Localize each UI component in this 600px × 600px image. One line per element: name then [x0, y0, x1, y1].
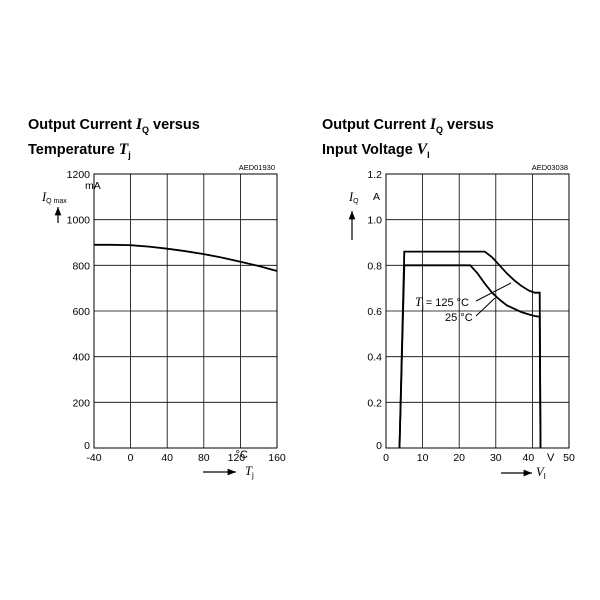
chart1-code: AED01930: [239, 163, 275, 172]
chart2-title-line2: Input Voltage VI: [322, 140, 430, 160]
chart1-x-tick-labels: -40 0 40 80 120 160: [86, 452, 286, 464]
chart2-grid: [386, 174, 569, 448]
chart1-x-tick-label: 80: [198, 452, 210, 464]
chart2-leader-125c: [475, 282, 512, 302]
chart2-y-tick-label: 1.2: [367, 169, 382, 181]
chart1-ylabel: IQ max: [41, 190, 67, 205]
chart2-x-tick-label: 50: [563, 452, 575, 464]
chart2-y-tick-label: 1.0: [367, 215, 382, 227]
chart2-y-tick-label: 0: [376, 440, 382, 452]
chart1-ylabel-unit: mA: [85, 180, 101, 192]
chart1-x-tick-label: 160: [268, 452, 286, 464]
chart2-title: Output Current IQ versus Input Voltage V…: [322, 115, 494, 165]
chart2-ylabel: IQ: [348, 190, 359, 205]
chart1-x-tick-label: -40: [86, 452, 101, 464]
chart1-frame: [93, 173, 278, 449]
chart2-series-25c-line: [398, 264, 542, 449]
chart2-x-tick-label: 10: [417, 452, 429, 464]
chart2: 0 10 20 30 40 50 0 0.2 0.4 0.6 0.8 1.0 1.2 AED03038…: [348, 163, 575, 481]
chart1-title-line1: Output Current IQ versus: [28, 116, 200, 135]
chart2-y-tick-label: 0.6: [367, 306, 382, 318]
chart2-y-tick-label: 0.4: [367, 352, 382, 364]
chart1-x-unit: °C: [236, 449, 248, 461]
chart2-code: AED03038: [532, 163, 568, 172]
chart2-y-tick-labels: 0 0.2 0.4 0.6 0.8 1.0 1.2: [367, 169, 382, 452]
chart2-x-tick-label: 20: [453, 452, 465, 464]
chart2-xlabel: VI: [536, 465, 546, 481]
chart2-y-tick-label: 0.2: [367, 397, 382, 409]
chart1-x-tick-label: 120: [228, 452, 246, 464]
chart2-frame: [385, 173, 570, 449]
chart2-x-tick-labels: 0 10 20 30 40 50: [383, 452, 575, 464]
chart2-series-label-25c: 25 °C: [445, 312, 473, 324]
chart1-x-tick-label: 40: [161, 452, 173, 464]
chart2-series-125c-line: [398, 250, 542, 449]
chart1-y-tick-label: 600: [72, 306, 90, 318]
chart1-y-tick-label: 0: [84, 440, 90, 452]
chart1-y-tick-label: 200: [72, 397, 90, 409]
chart2-series-label-125c: Tj = 125 °C: [415, 295, 469, 311]
chart1-title: Output Current IQ versus Temperature Tj: [28, 115, 200, 165]
chart1-grid: [94, 174, 277, 448]
chart2-leader-25c: [475, 297, 496, 317]
chart1-x-tick-label: 0: [128, 452, 134, 464]
chart1-y-tick-label: 1200: [67, 169, 91, 181]
chart1-y-tick-label: 800: [72, 260, 90, 272]
chart2-title-line1: Output Current IQ versus: [322, 116, 494, 135]
chart2-x-tick-label: 30: [490, 452, 502, 464]
chart1-y-tick-label: 1000: [67, 215, 91, 227]
chart1-xlabel: Tj: [245, 464, 254, 480]
chart2-x-tick-label: 0: [383, 452, 389, 464]
chart2-ylabel-unit: A: [373, 191, 380, 203]
chart1-series-line: [94, 243, 278, 272]
chart2-x-unit: V: [547, 452, 555, 464]
chart1-y-tick-labels: 0 200 400 600 800 1000 1200: [67, 169, 91, 452]
chart2-x-tick-label: 40: [523, 452, 535, 464]
chart1-title-line2: Temperature Tj: [28, 140, 131, 160]
chart2-y-tick-label: 0.8: [367, 260, 382, 272]
chart1-y-tick-label: 400: [72, 352, 90, 364]
